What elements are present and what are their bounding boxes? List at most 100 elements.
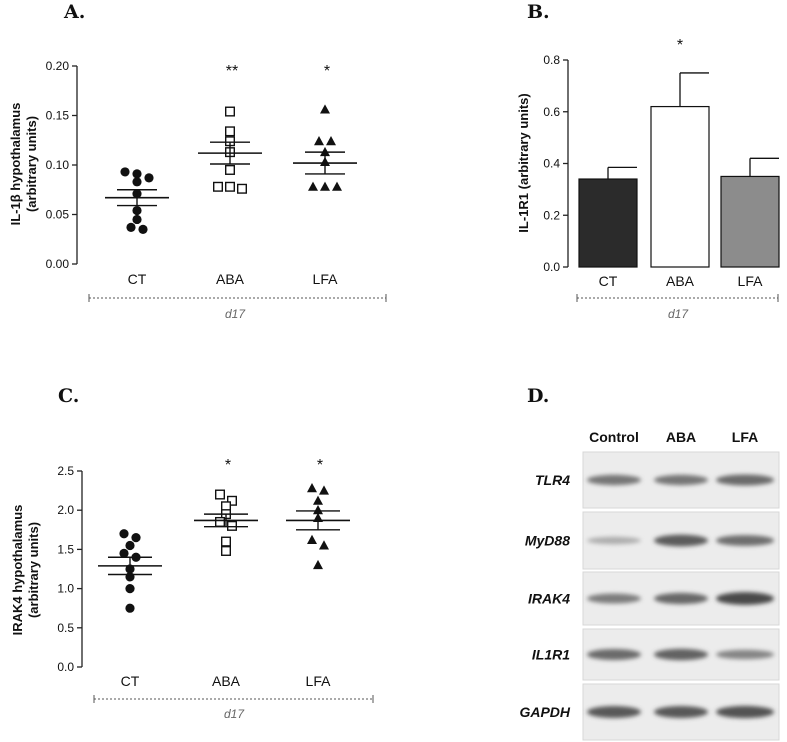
panel-b-ylabel: IL-1R1 (arbitrary units) (516, 93, 531, 232)
panel-a-ylabel-line1: IL-1β hypothalamus (8, 103, 23, 226)
blot-band (587, 593, 641, 604)
panel-a-data-point (236, 183, 247, 194)
panel-a-data-point (224, 126, 235, 137)
blot-row-label: MyD88 (525, 533, 570, 549)
blot-band (716, 649, 774, 660)
panel-c-data-point (226, 520, 237, 531)
panel-b-y-tick-label: 0.2 (543, 208, 560, 222)
panel-c-data-point (220, 536, 231, 547)
panel-a-y-tick-label: 0.00 (46, 257, 70, 271)
panel-a-data-point (120, 167, 130, 177)
panel-b-significance: * (677, 37, 683, 54)
panel-c-y-tick-label: 0.5 (57, 621, 74, 635)
panel-c-data-point (119, 529, 129, 539)
panel-c-data-point (313, 559, 323, 570)
blot-column-label: ABA (666, 429, 696, 445)
panel-a-data-point (320, 104, 330, 114)
panel-b-y-tick-label: 0.0 (543, 260, 560, 274)
panel-b: B. 0.0 0.2 0.4 0.6 0.8 IL-1R1 (arbitrary uni… (516, 1, 780, 321)
blot-band (716, 592, 774, 605)
panel-c-y-axis: 0.0 0.5 1.0 1.5 2.0 2.5 (57, 464, 83, 674)
panel-c-points: * * (98, 457, 350, 613)
panel-a-y-tick-label: 0.15 (46, 109, 70, 123)
panel-c-y-tick-label: 1.0 (57, 582, 74, 596)
panel-c-y-tick-label: 2.5 (57, 464, 74, 478)
panel-b-category-label: ABA (666, 273, 695, 289)
panel-a-data-point (308, 181, 318, 191)
panel-c-data-point (125, 603, 135, 613)
blot-rows: TLR4 MyD88 IRAK4 IL1R1 GAPDH (519, 451, 780, 741)
panel-c-letter: C. (58, 385, 79, 407)
panel-c-data-point (313, 505, 323, 515)
panel-a-data-point (212, 181, 223, 192)
panel-a-data-point (224, 181, 235, 192)
blot-band (587, 474, 641, 486)
blot-row-label: IL1R1 (532, 647, 570, 663)
panel-a-significance: * (324, 63, 330, 80)
panel-c-data-point (307, 534, 317, 544)
panel-a-data-point (126, 222, 136, 232)
blot-row-label: IRAK4 (528, 591, 570, 607)
panel-c-ylabel-line2: (arbitrary units) (26, 522, 41, 618)
panel-a-data-point (224, 106, 235, 117)
panel-a-y-tick-label: 0.20 (46, 59, 70, 73)
panel-c-data-point (313, 495, 323, 505)
panel-a-data-point (332, 181, 342, 191)
panel-c-data-point (319, 540, 329, 550)
panel-a-data-point (132, 214, 142, 225)
panel-a-data-point (326, 136, 336, 146)
panel-b-letter: B. (527, 1, 550, 23)
panel-a-data-point (132, 205, 142, 216)
panel-c-data-point (214, 516, 225, 527)
panel-a-categories: CT ABA LFA (128, 271, 338, 287)
blot-band (587, 706, 641, 718)
panel-b-y-axis: 0.0 0.2 0.4 0.6 0.8 (543, 53, 569, 274)
panel-c-data-point (307, 483, 317, 493)
panel-a-data-point (224, 164, 235, 175)
panel-b-y-tick-label: 0.8 (543, 53, 560, 67)
panel-b-category-label: LFA (738, 273, 764, 289)
panel-a-data-point (138, 224, 148, 234)
panel-a-data-point (314, 136, 324, 146)
panel-a-category-label: LFA (313, 271, 339, 287)
blot-column-label: LFA (732, 429, 758, 445)
panel-c-data-point (226, 495, 237, 506)
panel-a-category-label: ABA (216, 271, 245, 287)
blot-column-headers: Control ABA LFA (589, 429, 758, 445)
blot-band (587, 536, 641, 545)
blot-column-label: Control (589, 429, 639, 445)
panel-b-bars: * (578, 37, 780, 268)
panel-a-y-tick-label: 0.10 (46, 158, 70, 172)
panel-a-points: ** * (105, 63, 357, 234)
blot-band (654, 592, 708, 605)
blot-band (654, 534, 708, 547)
panel-c-significance: * (225, 457, 231, 474)
panel-b-group-label: d17 (668, 307, 689, 321)
panel-a-significance: ** (226, 63, 238, 80)
panel-a-y-axis: 0.00 0.05 0.10 0.15 0.20 (46, 59, 78, 271)
blot-band (654, 706, 708, 718)
panel-b-y-tick-label: 0.4 (543, 157, 560, 171)
panel-a-ylabel-line2: (arbitrary units) (24, 116, 39, 212)
panel-c: C. 0.0 0.5 1.0 1.5 2.0 2.5 IRAK4 hypothalamus… (10, 385, 374, 721)
panel-a-data-point (320, 181, 330, 191)
blot-band (587, 649, 641, 660)
panel-c-y-tick-label: 0.0 (57, 660, 74, 674)
blot-row-label: GAPDH (519, 704, 570, 720)
panel-a-data-point (132, 169, 142, 179)
panel-a-category-label: CT (128, 271, 147, 287)
panel-d: D. Control ABA LFA TLR4 MyD88 IRAK4 IL1R1 GAPD… (519, 385, 780, 741)
panel-c-data-point (125, 584, 135, 594)
panel-a-group-label: d17 (225, 307, 246, 321)
panel-c-significance: * (317, 457, 323, 474)
blot-band (716, 535, 774, 546)
panel-c-data-point (220, 545, 231, 556)
panel-a-letter: A. (63, 1, 85, 23)
panel-c-y-tick-label: 1.5 (57, 542, 74, 556)
panel-c-data-point (125, 540, 135, 551)
panel-b-bar (578, 178, 638, 268)
blot-band (654, 648, 708, 661)
blot-band (716, 474, 774, 486)
blot-band (716, 705, 774, 719)
